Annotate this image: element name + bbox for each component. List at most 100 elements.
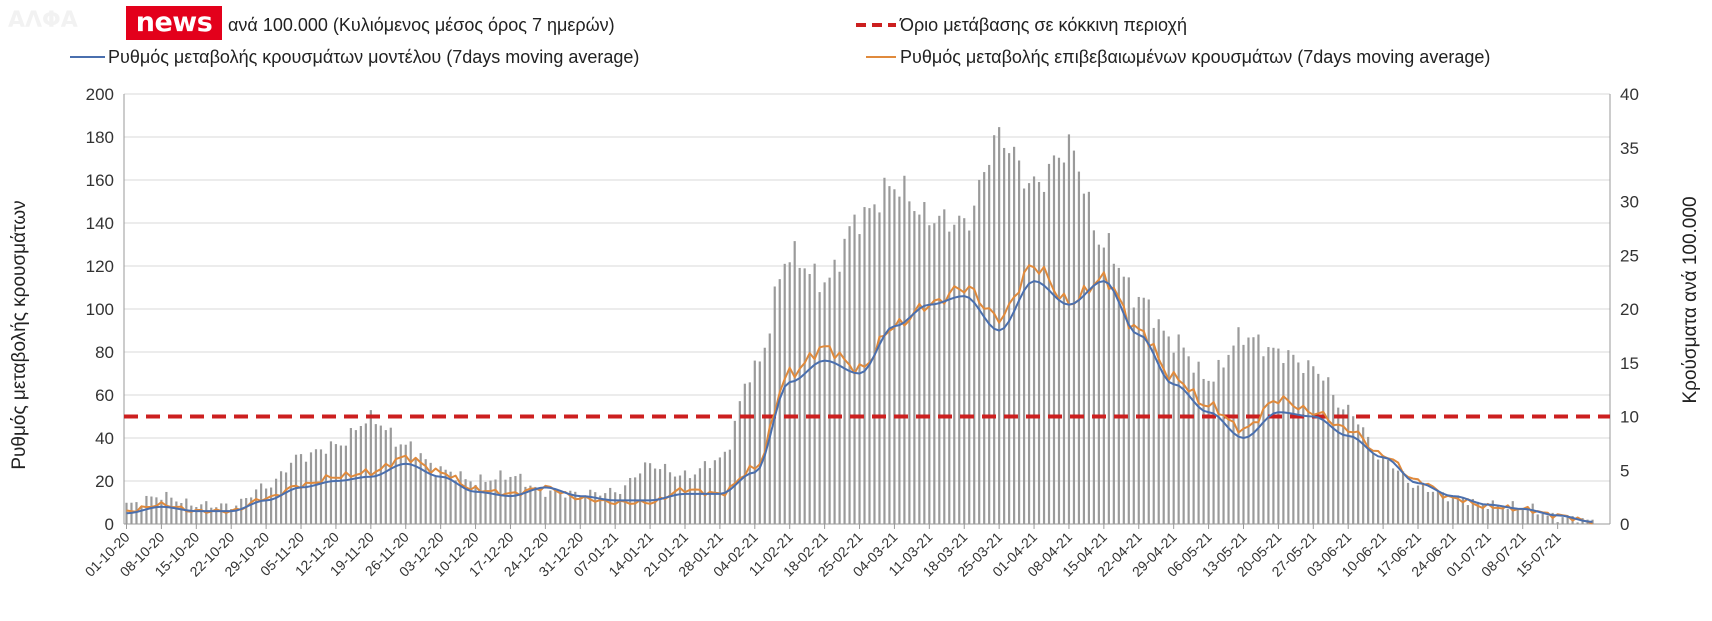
bar <box>509 476 512 524</box>
bar <box>1142 297 1145 524</box>
bar <box>878 212 881 524</box>
bar <box>230 509 233 524</box>
bar <box>579 495 582 524</box>
bar <box>1082 193 1086 524</box>
bar <box>923 202 926 524</box>
bar <box>1421 482 1425 524</box>
bar <box>454 480 457 524</box>
bar <box>1227 354 1230 524</box>
bar <box>683 470 687 524</box>
bar <box>998 127 1001 524</box>
right-tick-label: 15 <box>1620 354 1639 373</box>
bar <box>1017 160 1021 524</box>
legend-label-model: Ρυθμός μεταβολής κρουσμάτων μοντέλου (7d… <box>108 47 639 67</box>
bar <box>703 461 707 524</box>
bar <box>1511 501 1514 524</box>
bar <box>858 234 861 524</box>
bar <box>1072 150 1076 524</box>
bar <box>279 471 283 524</box>
model-line <box>126 280 1593 523</box>
bar <box>459 471 462 524</box>
bar <box>753 360 756 524</box>
left-axis-title: Ρυθμός μεταβολής κρουσμάτων <box>9 200 30 469</box>
bar <box>514 476 517 524</box>
bar <box>140 506 143 524</box>
bar <box>1127 277 1130 524</box>
bar <box>1047 163 1051 525</box>
bar <box>354 430 357 524</box>
bar <box>803 268 806 524</box>
bar <box>260 483 263 524</box>
left-tick-label: 180 <box>86 128 114 147</box>
bar <box>414 457 417 524</box>
bar <box>783 263 786 524</box>
legend-item-bars: ανά 100.000 (Κυλιόμενος μέσος όρος 7 ημε… <box>228 15 615 35</box>
bar <box>973 205 976 524</box>
bar <box>1192 372 1195 524</box>
right-tick-label: 20 <box>1620 300 1639 319</box>
bar <box>1546 515 1549 524</box>
bar <box>1182 347 1185 524</box>
bar <box>1312 366 1315 524</box>
bar <box>943 209 946 525</box>
bar <box>135 502 138 524</box>
bar <box>1516 508 1519 524</box>
bar <box>1382 455 1385 524</box>
bar <box>314 449 318 524</box>
bar <box>1327 377 1330 524</box>
right-tick-label: 10 <box>1620 408 1639 427</box>
bar <box>928 225 931 524</box>
bar <box>793 241 796 524</box>
bar <box>1431 491 1435 524</box>
bar <box>1277 348 1280 524</box>
bar <box>499 470 502 524</box>
bar <box>549 490 552 524</box>
bar <box>564 497 567 524</box>
bar <box>653 468 657 524</box>
bar <box>584 496 587 524</box>
bar <box>668 472 672 524</box>
bar <box>918 214 921 524</box>
bar <box>1451 496 1455 524</box>
bar <box>688 478 692 524</box>
bar <box>1476 501 1479 524</box>
bar <box>758 361 761 524</box>
bar <box>1157 319 1160 524</box>
bar <box>673 476 677 524</box>
bar <box>1576 522 1579 524</box>
bar <box>1406 482 1410 524</box>
bar <box>469 481 472 524</box>
bar <box>334 444 338 524</box>
bar <box>309 452 313 524</box>
bar <box>1237 327 1240 524</box>
bar <box>344 445 347 524</box>
bar <box>1396 470 1400 524</box>
bar <box>1342 409 1345 524</box>
bar <box>1426 491 1430 524</box>
bar <box>1107 233 1110 524</box>
bar <box>559 492 562 524</box>
bar <box>763 347 766 524</box>
bar <box>1162 330 1165 524</box>
bar <box>1302 373 1305 524</box>
bar <box>245 498 248 524</box>
bar <box>1536 514 1539 524</box>
bar <box>1461 497 1464 524</box>
bar <box>195 507 198 524</box>
bar <box>1187 356 1190 524</box>
bar <box>529 485 532 524</box>
bar <box>1566 517 1569 524</box>
bar <box>838 271 841 524</box>
bar <box>419 453 422 524</box>
bar <box>718 457 721 524</box>
bar <box>190 505 193 524</box>
bar <box>1372 454 1375 524</box>
bar <box>329 441 333 524</box>
right-tick-label: 0 <box>1620 515 1629 534</box>
bar <box>374 424 377 524</box>
bar <box>609 487 612 524</box>
left-axis-ticks: 0 20 40 60 80 100 120 140 160 180 200 <box>86 85 114 534</box>
right-tick-label: 25 <box>1620 246 1639 265</box>
left-tick-label: 20 <box>95 472 114 491</box>
bar <box>1416 485 1420 524</box>
